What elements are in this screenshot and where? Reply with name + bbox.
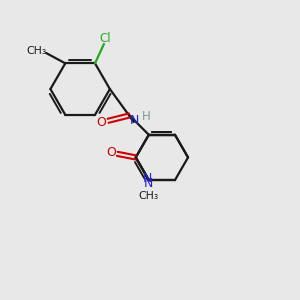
Text: O: O [97, 116, 106, 129]
Text: CH₃: CH₃ [26, 46, 46, 56]
Text: Cl: Cl [100, 32, 111, 45]
Text: N: N [144, 177, 154, 190]
Text: N: N [142, 172, 152, 185]
Text: O: O [106, 146, 116, 159]
Text: H: H [142, 110, 151, 123]
Text: CH₃: CH₃ [139, 190, 159, 200]
Text: N: N [130, 114, 139, 127]
